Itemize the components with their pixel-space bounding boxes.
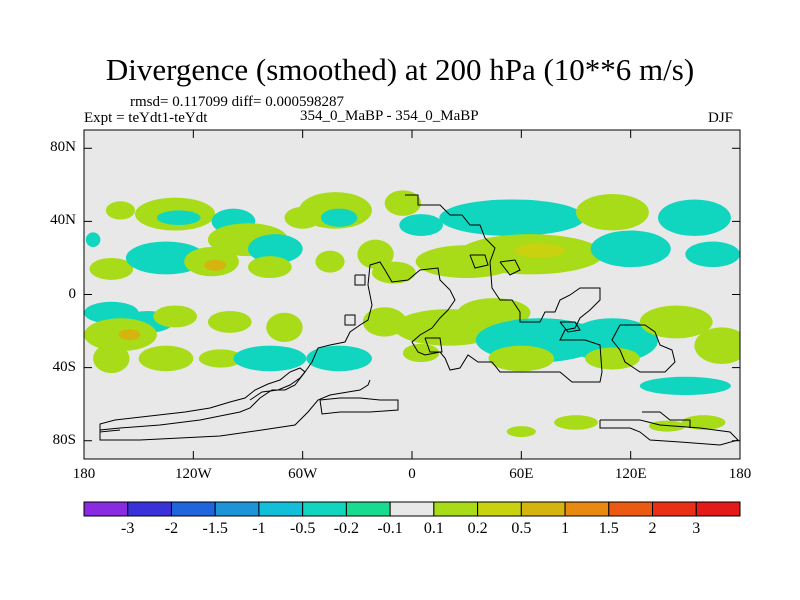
divergence-contour-21	[357, 239, 394, 269]
colorbar-label: -0.1	[377, 520, 403, 537]
divergence-contour-31	[118, 329, 141, 341]
divergence-contour-13	[85, 232, 101, 247]
divergence-contour-0	[105, 201, 136, 220]
colorbar-label: -0.2	[333, 520, 360, 537]
divergence-contour-25	[514, 243, 566, 258]
colorbar-swatch	[477, 501, 522, 517]
divergence-contour-53	[681, 415, 726, 430]
divergence-contour-12	[658, 199, 731, 237]
colorbar-swatch	[564, 501, 610, 517]
divergence-contour-7	[320, 208, 358, 227]
divergence-contour-22	[371, 261, 416, 284]
coastline-south-america	[99, 367, 306, 433]
colorbar-label: 2	[648, 520, 657, 537]
divergence-contour-17	[204, 259, 227, 271]
divergence-contour-48	[488, 345, 555, 372]
colorbar-swatch	[302, 501, 347, 517]
colorbar-swatch	[345, 501, 391, 517]
divergence-contour-45	[233, 345, 307, 372]
coastline-sea-islands	[499, 259, 521, 276]
divergence-contour-8	[384, 190, 422, 216]
y-tick-label: 40S	[52, 358, 76, 375]
divergence-contour-20	[315, 250, 345, 273]
colorbar-label: -1	[252, 520, 266, 537]
stats-line: rmsd= 0.117099 diff= 0.000598287	[130, 94, 344, 110]
divergence-contour-34	[266, 312, 303, 343]
y-tick-label: 40N	[50, 212, 76, 229]
experiment-label: Expt = teYdt1-teYdt	[84, 110, 208, 126]
divergence-contour-9	[399, 214, 443, 237]
divergence-contour-11	[576, 193, 649, 231]
divergence-contour-33	[207, 310, 252, 333]
x-tick-label: 0	[408, 466, 416, 482]
divergence-contour-49	[585, 347, 640, 370]
y-tick-label: 80N	[50, 139, 76, 156]
divergence-contour-46	[306, 345, 372, 372]
coastline-antarctic-peninsula	[319, 397, 399, 415]
x-tick-label: 120W	[174, 466, 212, 482]
period-label: 354_0_MaBP - 354_0_MaBP	[300, 108, 479, 124]
colorbar-label: 0.2	[467, 520, 488, 537]
coastline-australian-coast	[611, 324, 676, 373]
x-tick-label: 60E	[509, 466, 534, 482]
divergence-contour-52	[648, 420, 686, 432]
colorbar-swatch	[170, 501, 216, 517]
y-tick-label: 0	[68, 285, 77, 302]
x-tick-label: 120E	[614, 466, 647, 482]
divergence-contour-19	[248, 256, 292, 279]
colorbar-label: -0.5	[289, 520, 316, 537]
colorbar-swatch	[433, 501, 479, 517]
colorbar-label: 1.5	[598, 520, 619, 537]
coastline-africa	[99, 194, 603, 441]
season-label: DJF	[708, 110, 734, 126]
colorbar-swatch	[389, 501, 435, 517]
colorbar-label: 1	[561, 520, 570, 537]
colorbar-swatch	[83, 501, 129, 517]
x-tick-label: 60W	[288, 466, 318, 482]
divergence-contour-43	[138, 345, 194, 372]
coastline-japan	[354, 274, 366, 286]
divergence-contour-54	[506, 426, 536, 438]
colorbar-label: 0.1	[423, 520, 444, 537]
colorbar-swatch	[695, 501, 741, 517]
divergence-contour-50	[639, 376, 731, 396]
divergence-contour-27	[685, 241, 740, 268]
divergence-contour-37	[457, 298, 531, 328]
colorbar-swatch	[608, 501, 654, 517]
divergence-contour-32	[153, 305, 197, 328]
colorbar-label: -1.5	[202, 520, 228, 537]
colorbar-swatch	[127, 501, 172, 517]
colorbar-label: 3	[692, 520, 701, 537]
divergence-contour-18	[248, 234, 303, 264]
colorbar-swatch	[520, 501, 566, 517]
colorbar-label: 0.5	[511, 520, 532, 537]
colorbar-label: -2	[164, 520, 179, 537]
y-tick-label: 80S	[52, 431, 76, 448]
coastline-australia	[642, 411, 691, 428]
x-tick-label: 180	[72, 466, 96, 482]
continent-outlines	[99, 194, 739, 446]
map-background	[84, 130, 740, 459]
divergence-contour-40	[639, 305, 713, 339]
coastline-antarctica	[599, 419, 739, 446]
divergence-contour-51	[554, 415, 598, 430]
coastline-sumatra	[469, 254, 489, 269]
x-tick-label: 180	[728, 466, 752, 482]
colorbar-swatch	[214, 501, 260, 517]
colorbar-label: -3	[121, 520, 135, 537]
divergence-contour-26	[590, 230, 671, 268]
divergence-contour-14	[89, 257, 134, 280]
divergence-contour-42	[93, 343, 130, 374]
divergence-contour-10	[439, 199, 586, 237]
coastline-new-guinea	[559, 321, 581, 333]
divergence-contour-41	[694, 327, 740, 364]
colorbar-swatch	[652, 501, 697, 517]
coastline-madagascar	[424, 337, 443, 353]
colorbar-swatch	[258, 501, 304, 517]
coastline-caribbean	[344, 314, 356, 326]
chart-title: Divergence (smoothed) at 200 hPa (10**6 …	[105, 52, 695, 87]
divergence-contour-44	[198, 349, 243, 368]
divergence-contour-2	[156, 210, 201, 226]
